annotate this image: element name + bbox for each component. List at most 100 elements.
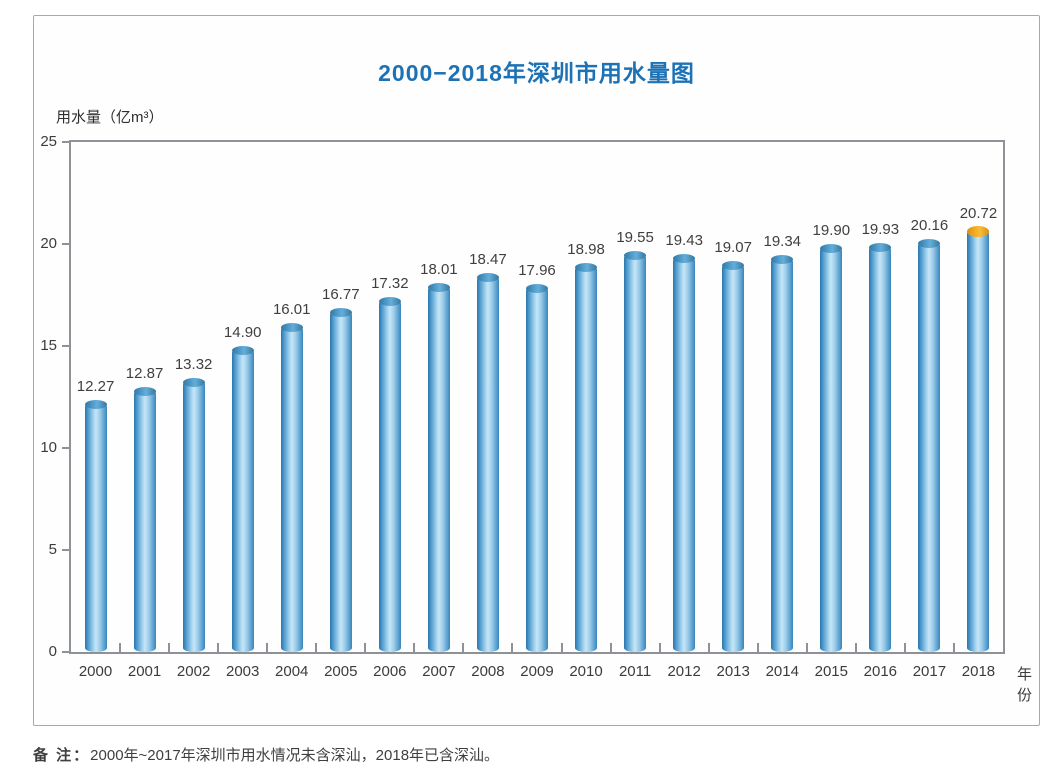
y-tick-label-10: 10 — [40, 439, 57, 456]
bar-2014 — [771, 255, 794, 652]
year-label-2013: 2013 — [716, 663, 750, 680]
chart-card: 2000−2018年深圳市用水量图 用水量（亿m³） 0 5 10 15 20 25 12.… — [33, 15, 1040, 726]
y-tick-mark-5 — [62, 549, 71, 551]
bar-cap-2013 — [722, 260, 745, 270]
bar-cap-2006 — [378, 296, 401, 306]
bar-2005 — [329, 307, 352, 652]
x-tick-mark-2 — [168, 643, 171, 652]
bar-2009 — [526, 283, 548, 652]
bar-2018 — [967, 226, 990, 652]
value-label-2016: 19.93 — [861, 221, 900, 239]
year-label-2009: 2009 — [520, 663, 554, 680]
value-label-2012: 19.43 — [665, 231, 703, 249]
chart-title: 2000−2018年深圳市用水量图 — [378, 60, 695, 86]
y-tick-label-15: 15 — [40, 337, 57, 354]
x-tick-mark-18 — [952, 643, 955, 652]
year-label-2003: 2003 — [225, 663, 260, 680]
y-tick-label-20: 20 — [40, 235, 57, 252]
bar-cap-2000 — [84, 399, 107, 409]
bar-cap-2011 — [624, 251, 647, 261]
y-tick-mark-0 — [62, 651, 71, 653]
x-tick-mark-4 — [266, 643, 269, 652]
bar-cap-2001 — [133, 387, 156, 397]
y-tick-mark-25 — [62, 141, 71, 143]
y-tick-label-0: 0 — [48, 643, 57, 660]
footnote-label: 备 注： — [33, 747, 91, 764]
value-label-2004: 16.01 — [272, 301, 311, 319]
value-label-2017: 20.16 — [910, 216, 949, 234]
value-label-2009: 17.96 — [518, 261, 556, 279]
value-label-2006: 17.32 — [371, 274, 409, 292]
year-label-2004: 2004 — [275, 663, 309, 680]
year-label-2012: 2012 — [667, 663, 701, 680]
value-label-2018: 20.72 — [959, 205, 998, 223]
x-tick-mark-17 — [903, 643, 906, 652]
bar-cap-2015 — [820, 244, 843, 254]
x-tick-mark-5 — [315, 643, 318, 652]
year-label-2001: 2001 — [127, 663, 162, 680]
year-label-2011: 2011 — [618, 663, 652, 680]
x-tick-mark-6 — [364, 643, 367, 652]
y-tick-mark-20 — [62, 243, 71, 245]
bar-2010 — [575, 262, 598, 652]
bar-2017 — [918, 238, 941, 652]
value-label-2011: 19.55 — [616, 229, 654, 247]
x-tick-mark-7 — [413, 643, 416, 652]
year-label-2007: 2007 — [422, 663, 456, 680]
x-tick-mark-11 — [609, 643, 612, 652]
value-label-2013: 19.07 — [714, 238, 752, 256]
bar-cap-2003 — [231, 346, 254, 356]
x-tick-mark-1 — [119, 643, 122, 652]
bar-cap-2012 — [673, 253, 696, 263]
year-label-2002: 2002 — [176, 663, 211, 680]
y-tick-mark-15 — [62, 345, 71, 347]
y-tick-label-5: 5 — [48, 541, 57, 558]
bar-2007 — [427, 282, 450, 652]
bar-cap-2008 — [476, 273, 499, 283]
value-label-2007: 18.01 — [420, 260, 458, 278]
bar-cap-2014 — [771, 255, 794, 265]
x-tick-mark-13 — [707, 643, 710, 652]
x-tick-mark-16 — [854, 643, 857, 652]
value-label-2000: 12.27 — [76, 377, 115, 395]
bar-cap-2016 — [869, 243, 892, 253]
value-label-2014: 19.34 — [763, 233, 802, 251]
value-label-2008: 18.47 — [469, 251, 507, 269]
value-label-2015: 19.90 — [812, 222, 851, 240]
year-label-2017: 2017 — [912, 663, 947, 680]
x-tick-mark-15 — [805, 643, 808, 652]
year-label-2014: 2014 — [765, 663, 799, 680]
year-label-2006: 2006 — [373, 663, 407, 680]
bar-2012 — [673, 253, 696, 652]
bar-2003 — [231, 346, 254, 652]
footnote: 备 注：2000年~2017年深圳市用水情况未含深汕，2018年已含深汕。 — [33, 744, 499, 765]
bar-2015 — [820, 244, 843, 652]
x-tick-mark-12 — [658, 643, 661, 652]
bar-2006 — [378, 296, 401, 652]
value-label-2010: 18.98 — [567, 240, 605, 258]
bar-cap-2005 — [329, 307, 352, 317]
bar-cap-2010 — [575, 262, 598, 272]
bar-cap-2017 — [918, 238, 941, 248]
bar-2001 — [133, 387, 156, 652]
value-label-2002: 13.32 — [174, 356, 213, 374]
x-tick-mark-10 — [560, 643, 563, 652]
value-label-2005: 16.77 — [322, 285, 360, 303]
year-label-2015: 2015 — [814, 663, 848, 680]
bar-2002 — [182, 378, 205, 652]
year-label-2008: 2008 — [471, 663, 505, 680]
x-axis-title: 年份 — [1017, 666, 1033, 704]
value-label-2003: 14.90 — [223, 324, 262, 342]
footnote-text: 2000年~2017年深圳市用水情况未含深汕，2018年已含深汕。 — [90, 747, 500, 764]
bar-2004 — [280, 323, 303, 652]
year-label-2016: 2016 — [863, 663, 898, 680]
y-tick-mark-10 — [62, 447, 71, 449]
x-tick-mark-9 — [511, 643, 514, 652]
year-label-2010: 2010 — [569, 663, 603, 680]
bar-cap-2007 — [427, 282, 450, 292]
plot-area: 0 5 10 15 20 25 12.27 2000 12.87 2001 13.32 2002 14.… — [40, 134, 1032, 705]
x-tick-mark-14 — [756, 643, 759, 652]
bar-2011 — [624, 251, 647, 652]
bar-2008 — [476, 273, 499, 652]
bar-cap-2009 — [526, 283, 548, 293]
